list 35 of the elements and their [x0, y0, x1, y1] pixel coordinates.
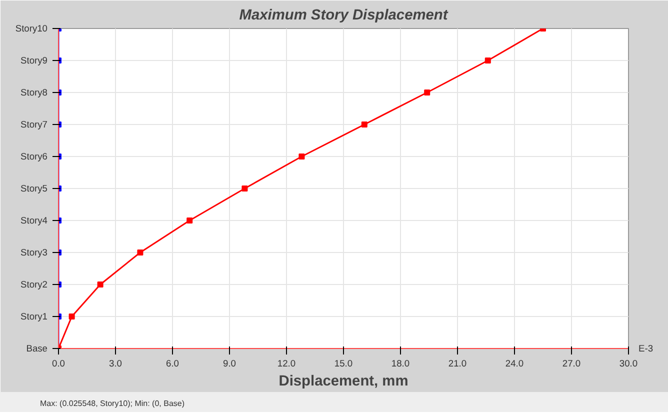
y-tick-label: Story3 [20, 248, 48, 258]
x-tick-label: 0.0 [52, 358, 65, 368]
y-tick-label: Base [26, 344, 48, 354]
x-tick-label: 18.0 [391, 358, 410, 368]
point [137, 250, 144, 256]
y-tick-label: Story4 [20, 216, 48, 226]
x-tick-label: 9.0 [223, 358, 236, 368]
y-tick-label: Story5 [20, 184, 48, 194]
x-tick-label: 30.0 [619, 358, 638, 368]
y-tick-label: Story10 [15, 24, 48, 34]
y-tick-label: Story2 [20, 280, 48, 290]
chart-title: Maximum Story Displacement [239, 8, 449, 24]
y-tick-label: Story6 [20, 152, 48, 162]
x-tick-label: 24.0 [505, 358, 524, 368]
point [97, 282, 104, 288]
x-axis-title: Displacement, mm [278, 374, 408, 390]
x-tick-label: 27.0 [562, 358, 581, 368]
text: E-3 [638, 344, 654, 354]
point [424, 90, 430, 96]
point [242, 186, 248, 192]
text: Max: (0.025548, Story10); Min: (0, Base) [40, 398, 185, 410]
y-tick-label: Story7 [20, 120, 48, 130]
point [361, 122, 368, 128]
point [298, 154, 305, 160]
x-tick-label: 3.0 [109, 358, 122, 368]
x-tick-label: 6.0 [166, 358, 179, 368]
point [186, 218, 193, 224]
y-tick-label: Story8 [20, 88, 48, 98]
y-tick-label: Story1 [20, 312, 48, 322]
x-tick-label: 15.0 [334, 358, 353, 368]
point [484, 58, 491, 64]
x-tick-label: 21.0 [448, 358, 467, 368]
point [68, 314, 75, 320]
x-tick-label: 12.0 [277, 358, 296, 368]
y-tick-label: Story9 [20, 56, 48, 66]
